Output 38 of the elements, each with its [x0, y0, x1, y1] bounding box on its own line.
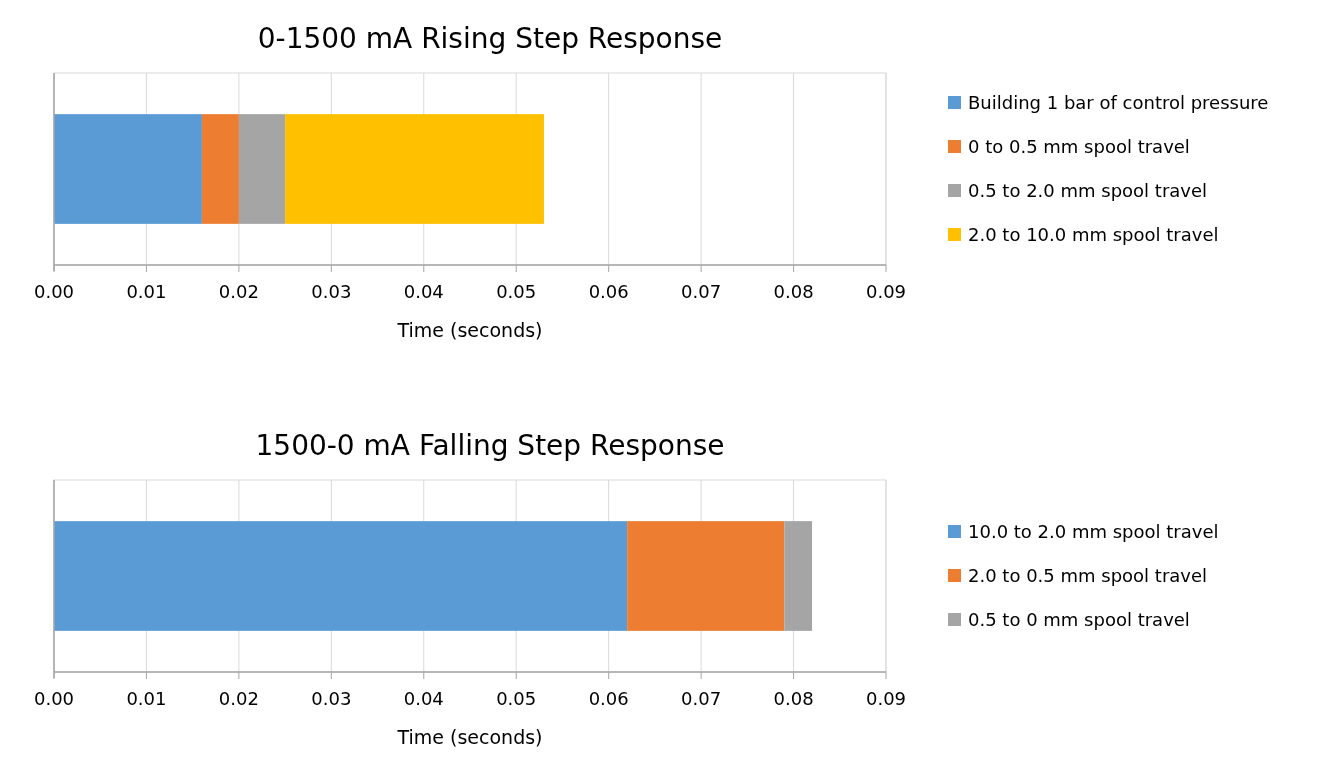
x-axis-title: Time (seconds) [396, 726, 543, 748]
x-tick-label: 0.05 [496, 281, 537, 302]
x-tick-label: 0.02 [218, 688, 259, 709]
x-tick-label: 0.04 [403, 281, 444, 302]
bar [238, 114, 286, 224]
bar [784, 521, 813, 631]
x-tick-label: 0.05 [496, 688, 537, 709]
x-tick-label: 0.00 [33, 688, 75, 709]
legend-label: 2.0 to 10.0 mm spool travel [968, 224, 1219, 245]
x-tick-label: 0.01 [126, 281, 167, 302]
chart-title: 1500-0 mA Falling Step Response [255, 429, 725, 462]
chart-title: 0-1500 mA Rising Step Response [257, 22, 723, 55]
bar [627, 521, 785, 631]
legend-label: 2.0 to 0.5 mm spool travel [968, 565, 1208, 586]
legend-label: Building 1 bar of control pressure [968, 92, 1269, 113]
x-tick-label: 0.00 [33, 281, 75, 302]
legend-label: 0.5 to 0 mm spool travel [968, 609, 1190, 630]
x-tick-label: 0.08 [773, 688, 814, 709]
x-tick-label: 0.03 [311, 281, 352, 302]
x-tick-label: 0.09 [865, 688, 907, 709]
bar [285, 114, 544, 224]
bar [54, 521, 628, 631]
x-tick-label: 0.09 [865, 281, 907, 302]
x-tick-label: 0.01 [126, 688, 167, 709]
legend-label: 0 to 0.5 mm spool travel [968, 136, 1190, 157]
x-axis-title: Time (seconds) [396, 319, 543, 341]
bar [54, 114, 202, 224]
x-tick-label: 0.03 [311, 688, 352, 709]
x-tick-label: 0.06 [588, 281, 629, 302]
x-tick-label: 0.04 [403, 688, 444, 709]
x-tick-label: 0.07 [681, 281, 722, 302]
legend-label: 10.0 to 2.0 mm spool travel [968, 521, 1219, 542]
x-tick-label: 0.06 [588, 688, 629, 709]
x-tick-label: 0.02 [218, 281, 259, 302]
x-tick-label: 0.08 [773, 281, 814, 302]
bar [201, 114, 239, 224]
x-tick-label: 0.07 [681, 688, 722, 709]
legend-label: 0.5 to 2.0 mm spool travel [968, 180, 1208, 201]
